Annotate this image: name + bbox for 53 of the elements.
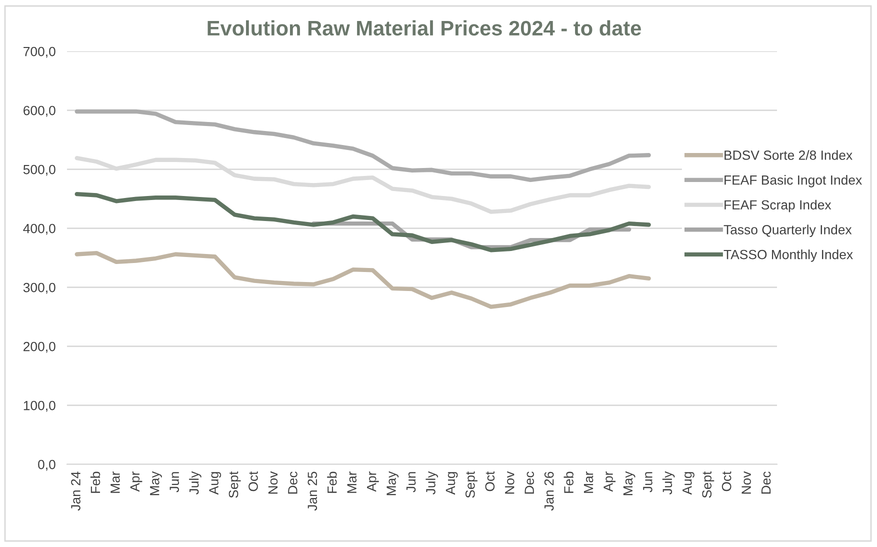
y-tick-label: 700,0 bbox=[24, 46, 56, 58]
x-tick-label: Oct bbox=[248, 471, 258, 492]
y-tick-label: 200,0 bbox=[24, 342, 56, 353]
y-tick-label: 300,0 bbox=[23, 282, 56, 294]
x-tick-label: Dec bbox=[524, 472, 534, 494]
x-tick-label: Nov bbox=[742, 471, 751, 494]
x-tick-label: Feb bbox=[564, 472, 574, 493]
x-tick-label: Jun bbox=[643, 472, 652, 492]
line-series bbox=[74, 109, 651, 182]
legend-label: FEAF Basic Ingot Index bbox=[724, 175, 862, 188]
x-tick-label: Oct bbox=[722, 471, 732, 492]
legend-label: BDSV Sorte 2/8 Index bbox=[724, 150, 852, 160]
x-tick-label: Oct bbox=[485, 471, 495, 492]
x-tick-label: Sept bbox=[228, 471, 241, 498]
x-tick-label: May bbox=[623, 471, 636, 496]
x-tick-label: July bbox=[662, 471, 675, 494]
y-tick-label: 100,0 bbox=[24, 400, 56, 412]
x-tick-label: Nov bbox=[268, 471, 278, 494]
x-tick-label: July bbox=[189, 471, 202, 494]
x-tick-label: Mar bbox=[584, 471, 594, 493]
x-tick-label: Apr bbox=[130, 471, 142, 492]
x-tick-label: July bbox=[426, 471, 438, 494]
x-tick-label: Apr bbox=[604, 471, 616, 492]
x-tick-label: Jan 24 bbox=[71, 472, 80, 511]
x-tick-label: Jun bbox=[406, 472, 416, 492]
x-tick-label: May bbox=[150, 471, 162, 496]
legend-label: FEAF Scrap Index bbox=[724, 200, 832, 212]
x-tick-label: Dec bbox=[761, 472, 771, 494]
line-series bbox=[74, 250, 651, 309]
x-tick-label: May bbox=[386, 471, 399, 496]
line-series bbox=[74, 192, 651, 252]
x-tick-label: Jan 26 bbox=[544, 472, 554, 511]
x-tick-label: Sept bbox=[702, 471, 714, 498]
chart-title: Evolution Raw Material Prices 2024 - to date bbox=[208, 20, 641, 36]
x-tick-label: Sept bbox=[466, 471, 478, 498]
x-tick-label: Apr bbox=[367, 471, 379, 492]
x-tick-label: Mar bbox=[347, 471, 357, 493]
x-tick-label: Feb bbox=[327, 472, 337, 493]
x-tick-label: Aug bbox=[209, 472, 222, 495]
x-tick-label: Aug bbox=[446, 472, 458, 495]
x-tick-label: Feb bbox=[90, 472, 100, 493]
x-tick-label: Mar bbox=[110, 471, 120, 493]
x-tick-label: Jan 25 bbox=[308, 472, 318, 511]
y-tick-label: 500,0 bbox=[23, 164, 56, 176]
x-tick-label: Dec bbox=[288, 472, 298, 494]
x-tick-label: Aug bbox=[682, 472, 694, 495]
y-tick-label: 600,0 bbox=[24, 106, 56, 117]
x-tick-label: Jun bbox=[170, 472, 180, 492]
y-tick-label: 0,0 bbox=[38, 460, 56, 471]
y-tick-label: 400,0 bbox=[23, 224, 56, 235]
legend-label: Tasso Quarterly Index bbox=[724, 224, 852, 237]
legend-label: TASSO Monthly Index bbox=[724, 250, 853, 262]
x-tick-label: Nov bbox=[505, 471, 514, 494]
